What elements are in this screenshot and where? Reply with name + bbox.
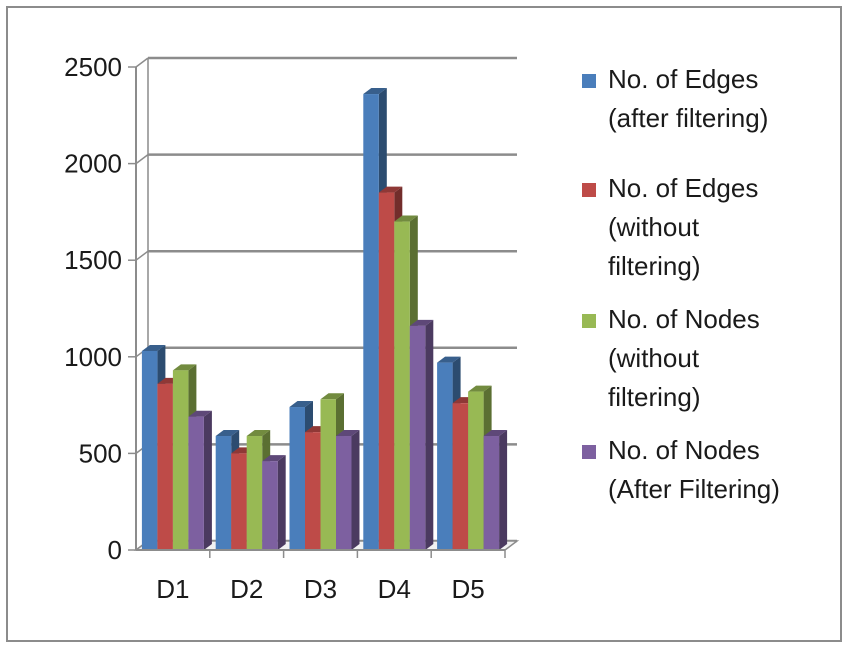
y-tick-label: 2500: [64, 52, 122, 82]
bar: [157, 383, 173, 550]
legend-item: No. of Edges (after filtering): [582, 60, 842, 138]
bar-top: [437, 356, 461, 363]
legend-label: (After Filtering): [608, 474, 780, 504]
bar: [437, 362, 453, 550]
legend-item: No. of Edges (without filtering): [582, 169, 842, 286]
y-tick-label: 2000: [64, 149, 122, 179]
bar: [188, 416, 204, 550]
bar: [409, 325, 426, 550]
bar: [246, 436, 263, 550]
bar-top: [483, 430, 508, 437]
bar: [262, 461, 278, 550]
bar: [336, 436, 352, 550]
bar-side: [351, 430, 360, 550]
bar: [394, 221, 410, 550]
bar-top: [289, 401, 313, 408]
x-tick-label: D4: [378, 574, 411, 604]
bar-top: [215, 430, 240, 437]
x-tick-label: D1: [156, 574, 189, 604]
bar-side: [425, 319, 434, 550]
legend-label: No. of Nodes: [608, 304, 760, 334]
bar: [452, 403, 469, 550]
y-tick-label: 1000: [64, 342, 122, 372]
bar-top: [468, 385, 492, 392]
bar-top: [394, 215, 418, 222]
gridline-side: [135, 154, 149, 165]
legend-swatch: [582, 445, 596, 459]
x-tick-label: D3: [304, 574, 337, 604]
y-tick-label: 0: [108, 535, 122, 565]
bar: [231, 453, 247, 550]
legend-swatch: [582, 74, 596, 88]
y-tick-label: 1500: [64, 245, 122, 275]
chart-legend: No. of Edges (after filtering) No. of Edge…: [582, 60, 842, 540]
legend-label: (after filtering): [608, 103, 769, 133]
bar-side: [203, 410, 212, 550]
legend-item: No. of Nodes (After Filtering): [582, 431, 842, 509]
legend-label: No. of Edges: [608, 64, 759, 94]
bar: [141, 351, 158, 550]
bar-top: [409, 319, 434, 326]
bar: [289, 407, 305, 550]
x-tick-label: D5: [451, 574, 484, 604]
legend-swatch: [582, 314, 596, 328]
bar: [215, 436, 232, 550]
bar-side: [277, 455, 286, 550]
x-tick-label: D2: [230, 574, 263, 604]
bar-top: [378, 186, 403, 193]
bar-top: [188, 410, 212, 417]
bar-top: [262, 455, 286, 462]
legend-label: No. of Nodes: [608, 435, 760, 465]
legend-label: (without: [608, 212, 700, 242]
bar: [378, 192, 395, 550]
legend-label: No. of Edges: [608, 173, 759, 203]
gridline-side: [135, 57, 149, 68]
gridline-side: [135, 250, 149, 261]
bar: [320, 399, 336, 550]
y-tick-label: 500: [79, 438, 122, 468]
legend-item: No. of Nodes (without filtering): [582, 300, 842, 417]
bar-top: [246, 430, 271, 437]
bar-top: [363, 88, 387, 95]
bar: [363, 94, 379, 550]
bar-top: [336, 430, 360, 437]
legend-label: filtering): [608, 382, 701, 412]
bar: [483, 436, 500, 550]
bar: [305, 432, 321, 550]
bar-top: [141, 345, 166, 352]
legend-label: filtering): [608, 251, 701, 281]
bar-top: [320, 393, 344, 400]
legend-label: (without: [608, 343, 700, 373]
legend-swatch: [582, 183, 596, 197]
bar: [468, 391, 484, 550]
bar-top: [172, 364, 197, 371]
bar-side: [499, 430, 508, 550]
bar: [172, 370, 189, 550]
